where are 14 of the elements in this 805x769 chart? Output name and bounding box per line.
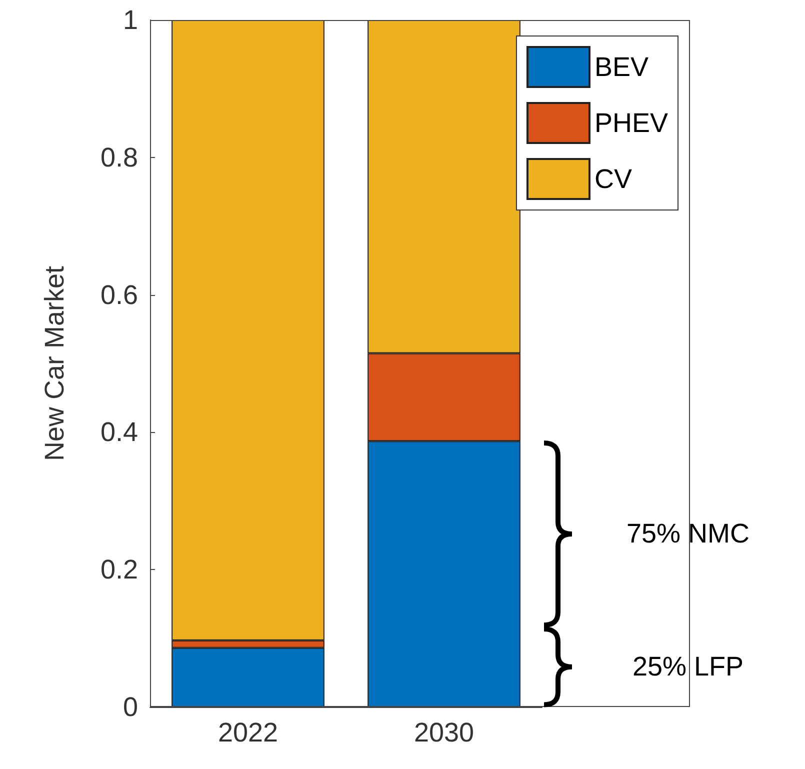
legend-label: BEV [594, 52, 649, 82]
x-tick-label: 2022 [218, 718, 278, 748]
annotation: 25% LFP [632, 652, 744, 683]
legend-label: CV [594, 164, 632, 194]
y-tick-label: 0.8 [100, 142, 138, 172]
legend-label: PHEV [594, 108, 668, 138]
y-tick-label: 0.4 [100, 417, 138, 448]
y-tick-label: 1 [122, 5, 138, 35]
y-axis-title: New Car Market [40, 265, 70, 462]
x-tick-label: 2030 [414, 718, 474, 748]
y-tick-label: 0.2 [100, 554, 138, 585]
y-tick-label: 0.6 [100, 280, 138, 310]
annotation: 75% NMC [626, 518, 750, 550]
y-tick-label: 0 [122, 692, 138, 722]
